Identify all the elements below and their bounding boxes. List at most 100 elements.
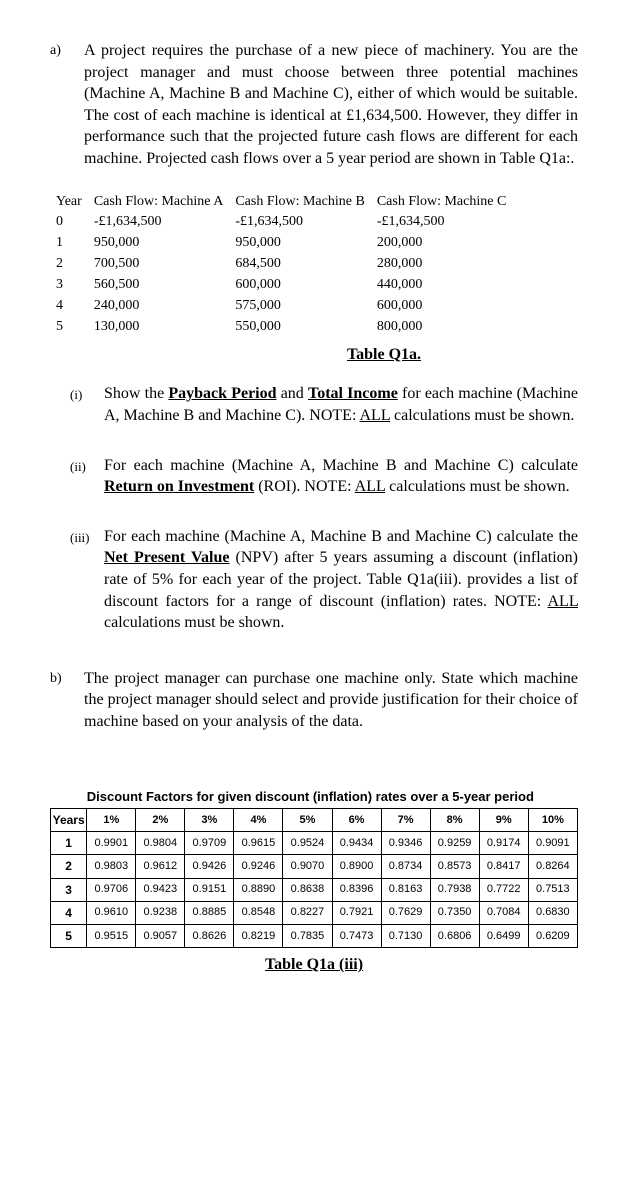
discount-cell: 0.6806 bbox=[430, 925, 479, 948]
discount-header-row: Years 1% 2% 3% 4% 5% 6% 7% 8% 9% 10% bbox=[51, 809, 578, 832]
discount-cell: 0.8638 bbox=[283, 878, 332, 901]
ii-tail: calculations must be shown. bbox=[385, 478, 569, 495]
cashflow-row: 3560,500600,000440,000 bbox=[50, 275, 512, 296]
cashflow-cell: 800,000 bbox=[371, 317, 513, 338]
cashflow-cell: 600,000 bbox=[229, 275, 371, 296]
marker-a: a) bbox=[50, 40, 84, 182]
discount-cell: 0.7473 bbox=[332, 925, 381, 948]
iii-u1: Net Present Value bbox=[104, 549, 230, 566]
sub-item-ii: (ii) For each machine (Machine A, Machin… bbox=[70, 455, 578, 498]
marker-iii: (iii) bbox=[70, 526, 104, 634]
discount-cell: 0.8264 bbox=[528, 855, 577, 878]
discount-cell: 0.9426 bbox=[185, 855, 234, 878]
discount-cell: 0.9423 bbox=[136, 878, 185, 901]
discount-cell: 0.9434 bbox=[332, 832, 381, 855]
cashflow-header-row: Year Cash Flow: Machine A Cash Flow: Mac… bbox=[50, 192, 512, 213]
i-u3: ALL bbox=[360, 407, 391, 424]
discount-cell: 0.7130 bbox=[381, 925, 430, 948]
discount-cell: 0.8626 bbox=[185, 925, 234, 948]
discount-cell: 0.8548 bbox=[234, 901, 283, 924]
discount-year-cell: 4 bbox=[51, 901, 87, 924]
discount-col-5: 5% bbox=[283, 809, 332, 832]
discount-caption: Table Q1a (iii) bbox=[50, 954, 578, 976]
cashflow-cell: 550,000 bbox=[229, 317, 371, 338]
discount-cell: 0.9259 bbox=[430, 832, 479, 855]
cashflow-cell: 950,000 bbox=[229, 233, 371, 254]
discount-cell: 0.8573 bbox=[430, 855, 479, 878]
text-ii: For each machine (Machine A, Machine B a… bbox=[104, 455, 578, 498]
ii-u1: Return on Investment bbox=[104, 478, 254, 495]
cashflow-cell: 4 bbox=[50, 296, 88, 317]
discount-year-cell: 3 bbox=[51, 878, 87, 901]
cashflow-cell: 0 bbox=[50, 212, 88, 233]
cashflow-cell: 600,000 bbox=[371, 296, 513, 317]
discount-cell: 0.9091 bbox=[528, 832, 577, 855]
text-b: The project manager can purchase one mac… bbox=[84, 668, 578, 733]
cashflow-cell: 280,000 bbox=[371, 254, 513, 275]
cashflow-cell: 560,500 bbox=[88, 275, 230, 296]
discount-cell: 0.8885 bbox=[185, 901, 234, 924]
marker-b: b) bbox=[50, 668, 84, 745]
discount-cell: 0.9238 bbox=[136, 901, 185, 924]
discount-cell: 0.9612 bbox=[136, 855, 185, 878]
discount-cell: 0.9610 bbox=[87, 901, 136, 924]
discount-col-9: 9% bbox=[479, 809, 528, 832]
discount-row: 50.95150.90570.86260.82190.78350.74730.7… bbox=[51, 925, 578, 948]
discount-cell: 0.9615 bbox=[234, 832, 283, 855]
cashflow-cell: 575,000 bbox=[229, 296, 371, 317]
ii-post: (ROI). NOTE: bbox=[254, 478, 354, 495]
discount-cell: 0.8417 bbox=[479, 855, 528, 878]
cashflow-table: Year Cash Flow: Machine A Cash Flow: Mac… bbox=[50, 192, 512, 338]
cashflow-cell: 5 bbox=[50, 317, 88, 338]
cashflow-row: 2700,500684,500280,000 bbox=[50, 254, 512, 275]
discount-cell: 0.7921 bbox=[332, 901, 381, 924]
years-head: Years bbox=[51, 809, 87, 832]
discount-cell: 0.8227 bbox=[283, 901, 332, 924]
ii-u2: ALL bbox=[355, 478, 386, 495]
cashflow-cell: 440,000 bbox=[371, 275, 513, 296]
cashflow-row: 4240,000575,000600,000 bbox=[50, 296, 512, 317]
ii-pre: For each machine (Machine A, Machine B a… bbox=[104, 457, 578, 474]
discount-cell: 0.6830 bbox=[528, 901, 577, 924]
discount-col-7: 7% bbox=[381, 809, 430, 832]
text-i: Show the Payback Period and Total Income… bbox=[104, 383, 578, 426]
discount-cell: 0.6499 bbox=[479, 925, 528, 948]
discount-cell: 0.8396 bbox=[332, 878, 381, 901]
cashflow-cell: -£1,634,500 bbox=[229, 212, 371, 233]
question-a: a) A project requires the purchase of a … bbox=[50, 40, 578, 182]
discount-cell: 0.9706 bbox=[87, 878, 136, 901]
cashflow-head-year: Year bbox=[50, 192, 88, 213]
discount-cell: 0.9057 bbox=[136, 925, 185, 948]
i-mid1: and bbox=[277, 385, 308, 402]
discount-cell: 0.7722 bbox=[479, 878, 528, 901]
i-pre: Show the bbox=[104, 385, 168, 402]
discount-cell: 0.9709 bbox=[185, 832, 234, 855]
iii-u2: ALL bbox=[547, 593, 578, 610]
cashflow-cell: 1 bbox=[50, 233, 88, 254]
discount-cell: 0.7513 bbox=[528, 878, 577, 901]
question-b: b) The project manager can purchase one … bbox=[50, 668, 578, 745]
discount-row: 40.96100.92380.88850.85480.82270.7921 0.7… bbox=[51, 901, 578, 924]
discount-cell: 0.7938 bbox=[430, 878, 479, 901]
sub-item-i: (i) Show the Payback Period and Total In… bbox=[70, 383, 578, 426]
sub-item-iii: (iii) For each machine (Machine A, Machi… bbox=[70, 526, 578, 634]
discount-cell: 0.8890 bbox=[234, 878, 283, 901]
iii-tail: calculations must be shown. bbox=[104, 614, 284, 631]
cashflow-cell: 240,000 bbox=[88, 296, 230, 317]
discount-cell: 0.8734 bbox=[381, 855, 430, 878]
cashflow-row: 1950,000950,000200,000 bbox=[50, 233, 512, 254]
discount-cell: 0.7835 bbox=[283, 925, 332, 948]
discount-year-cell: 1 bbox=[51, 832, 87, 855]
discount-title-row: Discount Factors for given discount (inf… bbox=[51, 785, 578, 809]
iii-pre: For each machine (Machine A, Machine B a… bbox=[104, 528, 578, 545]
cashflow-row: 0-£1,634,500-£1,634,500-£1,634,500 bbox=[50, 212, 512, 233]
discount-cell: 0.9804 bbox=[136, 832, 185, 855]
discount-row: 10.99010.98040.97090.96150.95240.94340.9… bbox=[51, 832, 578, 855]
discount-cell: 0.9151 bbox=[185, 878, 234, 901]
discount-col-1: 1% bbox=[87, 809, 136, 832]
discount-col-10: 10% bbox=[528, 809, 577, 832]
discount-col-6: 6% bbox=[332, 809, 381, 832]
discount-cell: 0.9524 bbox=[283, 832, 332, 855]
discount-table: Discount Factors for given discount (inf… bbox=[50, 785, 578, 949]
discount-cell: 0.7084 bbox=[479, 901, 528, 924]
